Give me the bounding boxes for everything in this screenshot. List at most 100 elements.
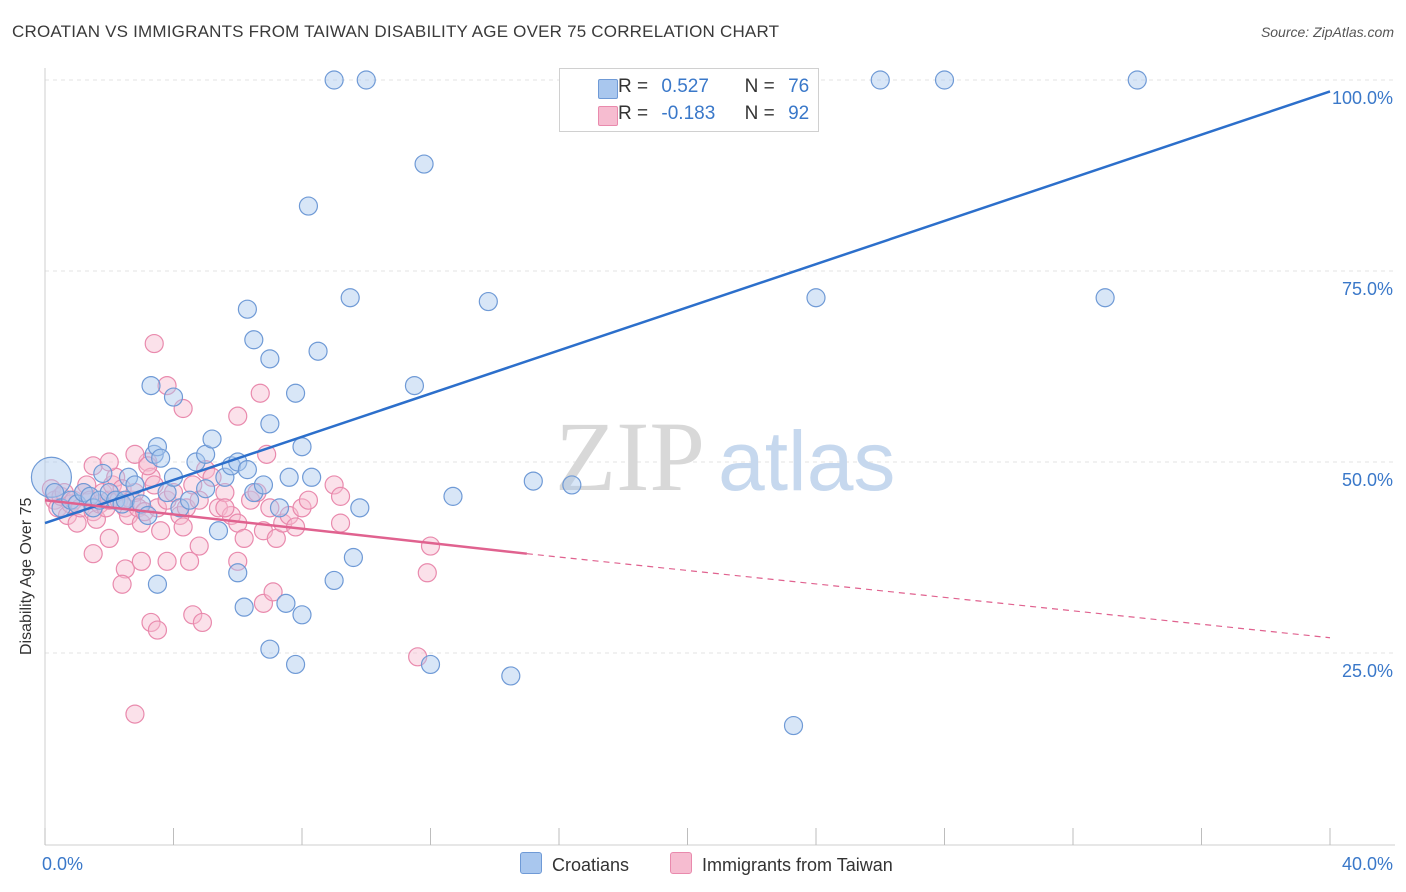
data-point-croatians [279, 467, 299, 487]
data-point-taiwan [112, 574, 132, 594]
data-point-croatians [151, 448, 171, 468]
data-point-taiwan [215, 498, 235, 518]
data-point-croatians [285, 654, 306, 675]
data-point-taiwan [83, 456, 103, 476]
data-point-taiwan [151, 521, 171, 541]
data-point-croatians [179, 490, 200, 510]
data-point-croatians [253, 475, 274, 495]
data-point-croatians [276, 593, 296, 613]
data-point-taiwan [192, 612, 213, 633]
data-point-croatians [228, 563, 248, 583]
data-point-croatians [298, 196, 319, 216]
data-point-croatians [404, 376, 425, 396]
data-point-croatians [147, 437, 168, 457]
data-point-croatians [501, 666, 521, 686]
data-point-croatians [1127, 70, 1147, 90]
legend-r-value: 0.527 [661, 76, 709, 97]
legend-row-croatians: R = 0.527 N = 76 [598, 76, 810, 99]
grid-lines [45, 79, 1395, 654]
trend-line-croatians [44, 90, 1331, 525]
data-point-croatians [308, 341, 328, 361]
data-point-taiwan [234, 528, 254, 549]
data-point-taiwan [189, 490, 209, 510]
data-point-croatians [141, 376, 161, 396]
data-point-croatians [93, 463, 113, 484]
trend-line-taiwan [44, 498, 528, 555]
data-point-taiwan [260, 498, 280, 518]
data-point-croatians [170, 498, 190, 518]
axes [44, 68, 1395, 846]
data-point-taiwan [417, 563, 437, 583]
trend-lines [44, 90, 1331, 639]
data-point-taiwan [99, 452, 119, 472]
data-point-taiwan [99, 528, 119, 549]
data-point-taiwan [131, 551, 151, 571]
data-point-croatians [324, 570, 344, 591]
data-point-taiwan [292, 498, 312, 518]
data-point-croatians [147, 574, 168, 594]
data-point-taiwan [157, 376, 177, 396]
correlation-legend: R = 0.527 N = 76 R = -0.183 N = 92 [559, 68, 819, 132]
tick-labels: 25.0% 50.0% 75.0% 100.0% 0.0% 40.0% [42, 88, 1393, 874]
data-point-croatians [934, 70, 955, 90]
data-point-croatians [806, 288, 826, 308]
data-point-taiwan [67, 513, 87, 533]
data-point-croatians [186, 452, 206, 472]
data-point-taiwan [173, 517, 193, 537]
data-point-croatians [237, 299, 257, 319]
source-label: Source: ZipAtlas.com [1260, 24, 1394, 40]
data-point-croatians [292, 605, 312, 625]
data-point-croatians [131, 494, 151, 514]
data-point-taiwan [263, 582, 283, 602]
data-point-taiwan [179, 551, 200, 571]
data-point-taiwan [115, 559, 135, 579]
y-tick-label: 25.0% [1342, 661, 1393, 681]
data-point-croatians [562, 475, 582, 495]
data-point-croatians [292, 437, 312, 457]
data-point-taiwan [157, 551, 177, 571]
data-point-croatians [340, 288, 360, 308]
data-point-croatians [414, 154, 434, 174]
data-point-taiwan [99, 490, 119, 510]
data-point-croatians [215, 467, 235, 487]
data-point-croatians [244, 330, 264, 350]
legend-swatch-blue [520, 852, 542, 874]
bottom-legend-croatians: Croatians [520, 852, 629, 876]
data-point-croatians [783, 715, 804, 736]
trend-line-taiwan-extrapolated [526, 553, 1331, 639]
x-tick-label: 40.0% [1342, 854, 1393, 874]
legend-label-croatians: Croatians [552, 855, 630, 875]
y-tick-label: 50.0% [1342, 470, 1393, 490]
data-point-taiwan [141, 612, 161, 633]
legend-n-value: 76 [788, 76, 810, 97]
legend-swatch-blue [598, 79, 618, 99]
data-point-taiwan [330, 513, 351, 533]
legend-n-label: N = [744, 103, 775, 124]
data-point-croatians [870, 70, 890, 90]
data-point-croatians [208, 521, 229, 541]
data-point-croatians [260, 349, 280, 369]
legend-r-label: R = [618, 103, 649, 124]
data-point-croatians [1095, 288, 1115, 308]
chart-title: CROATIAN VS IMMIGRANTS FROM TAIWAN DISAB… [12, 22, 780, 41]
legend-swatch-pink [598, 106, 618, 126]
data-point-taiwan [189, 536, 209, 556]
data-point-croatians [285, 383, 306, 403]
watermark-atlas: atlas [718, 414, 895, 508]
legend-r-label: R = [618, 76, 649, 97]
data-point-taiwan [147, 620, 168, 640]
data-point-croatians [138, 505, 158, 526]
data-point-croatians [343, 547, 363, 568]
legend-n-label: N = [744, 76, 775, 97]
legend-swatch-pink [670, 852, 692, 874]
data-point-croatians [118, 467, 139, 487]
legend-label-taiwan: Immigrants from Taiwan [702, 855, 893, 875]
data-point-croatians [196, 479, 216, 499]
data-point-taiwan [125, 444, 145, 464]
data-point-croatians [324, 70, 344, 90]
data-point-croatians [356, 70, 376, 90]
data-point-croatians [244, 482, 264, 503]
data-point-taiwan [420, 536, 441, 556]
data-point-taiwan [330, 486, 351, 506]
data-point-croatians [523, 471, 543, 491]
